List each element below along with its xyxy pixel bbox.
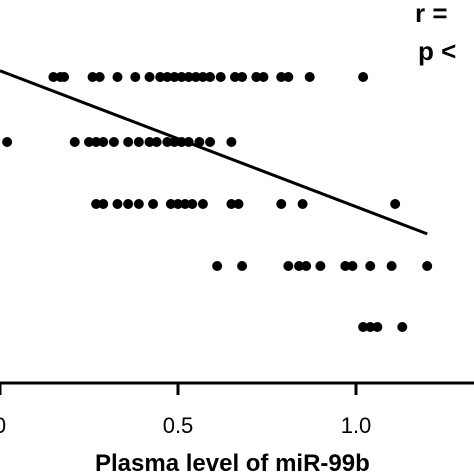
data-point (144, 72, 155, 82)
data-point (112, 72, 123, 82)
data-point (258, 72, 269, 82)
data-point (59, 72, 70, 82)
data-point (123, 199, 134, 209)
data-point (251, 72, 262, 82)
data-point (237, 261, 248, 271)
data-point (229, 72, 240, 82)
data-point (151, 137, 162, 147)
data-point (144, 137, 155, 147)
data-point (155, 72, 166, 82)
data-point (91, 137, 102, 147)
data-point (187, 199, 198, 209)
data-point (372, 322, 383, 332)
correlation-r-label: r = (415, 0, 448, 28)
data-point (162, 72, 173, 82)
data-point (237, 72, 248, 82)
data-point (212, 261, 223, 271)
data-point (358, 322, 369, 332)
data-point (112, 199, 123, 209)
data-point (94, 72, 105, 82)
data-point (84, 137, 94, 147)
data-point (294, 261, 305, 271)
data-point (165, 199, 176, 209)
data-point (98, 199, 109, 209)
x-axis-ticks: 0 0.5 1.0 (0, 383, 371, 438)
x-axis-title: Plasma level of miR-99b (95, 450, 370, 474)
data-point (340, 261, 351, 271)
data-point (98, 137, 109, 147)
data-point (304, 72, 315, 82)
data-point (173, 199, 183, 209)
data-point (197, 72, 208, 82)
data-point (205, 137, 216, 147)
data-point (215, 72, 226, 82)
data-point (180, 199, 191, 209)
data-point (162, 137, 173, 147)
data-point (176, 72, 187, 82)
data-point (130, 72, 141, 82)
data-point (205, 72, 216, 82)
data-point (276, 199, 287, 209)
x-tick-label: 0.5 (163, 413, 194, 438)
data-point (148, 199, 159, 209)
data-point (2, 137, 13, 147)
data-point (386, 261, 397, 271)
data-point (133, 199, 144, 209)
data-point (183, 72, 194, 82)
data-point (276, 72, 287, 82)
data-point (390, 199, 401, 209)
p-value-label: p < (418, 36, 456, 66)
data-point (169, 72, 180, 82)
x-tick-label: 0 (0, 413, 6, 438)
data-point (283, 72, 294, 82)
data-point (69, 137, 80, 147)
data-point (283, 261, 294, 271)
data-point (358, 72, 369, 82)
data-point (365, 261, 376, 271)
data-point (233, 199, 244, 209)
data-point (397, 322, 408, 332)
data-point (87, 72, 98, 82)
data-point (48, 72, 59, 82)
x-tick-label: 1.0 (341, 413, 372, 438)
data-point (301, 261, 312, 271)
data-point (123, 137, 134, 147)
data-point (422, 261, 433, 271)
data-point (315, 261, 326, 271)
data-point (226, 137, 237, 147)
data-point (297, 199, 308, 209)
data-point (365, 322, 376, 332)
data-point (108, 137, 119, 147)
regression-line (0, 69, 428, 236)
data-point (91, 199, 102, 209)
data-point (197, 199, 208, 209)
data-point (226, 199, 237, 209)
data-points (2, 72, 433, 332)
data-point (347, 261, 358, 271)
data-point (190, 72, 201, 82)
data-point (133, 137, 144, 147)
